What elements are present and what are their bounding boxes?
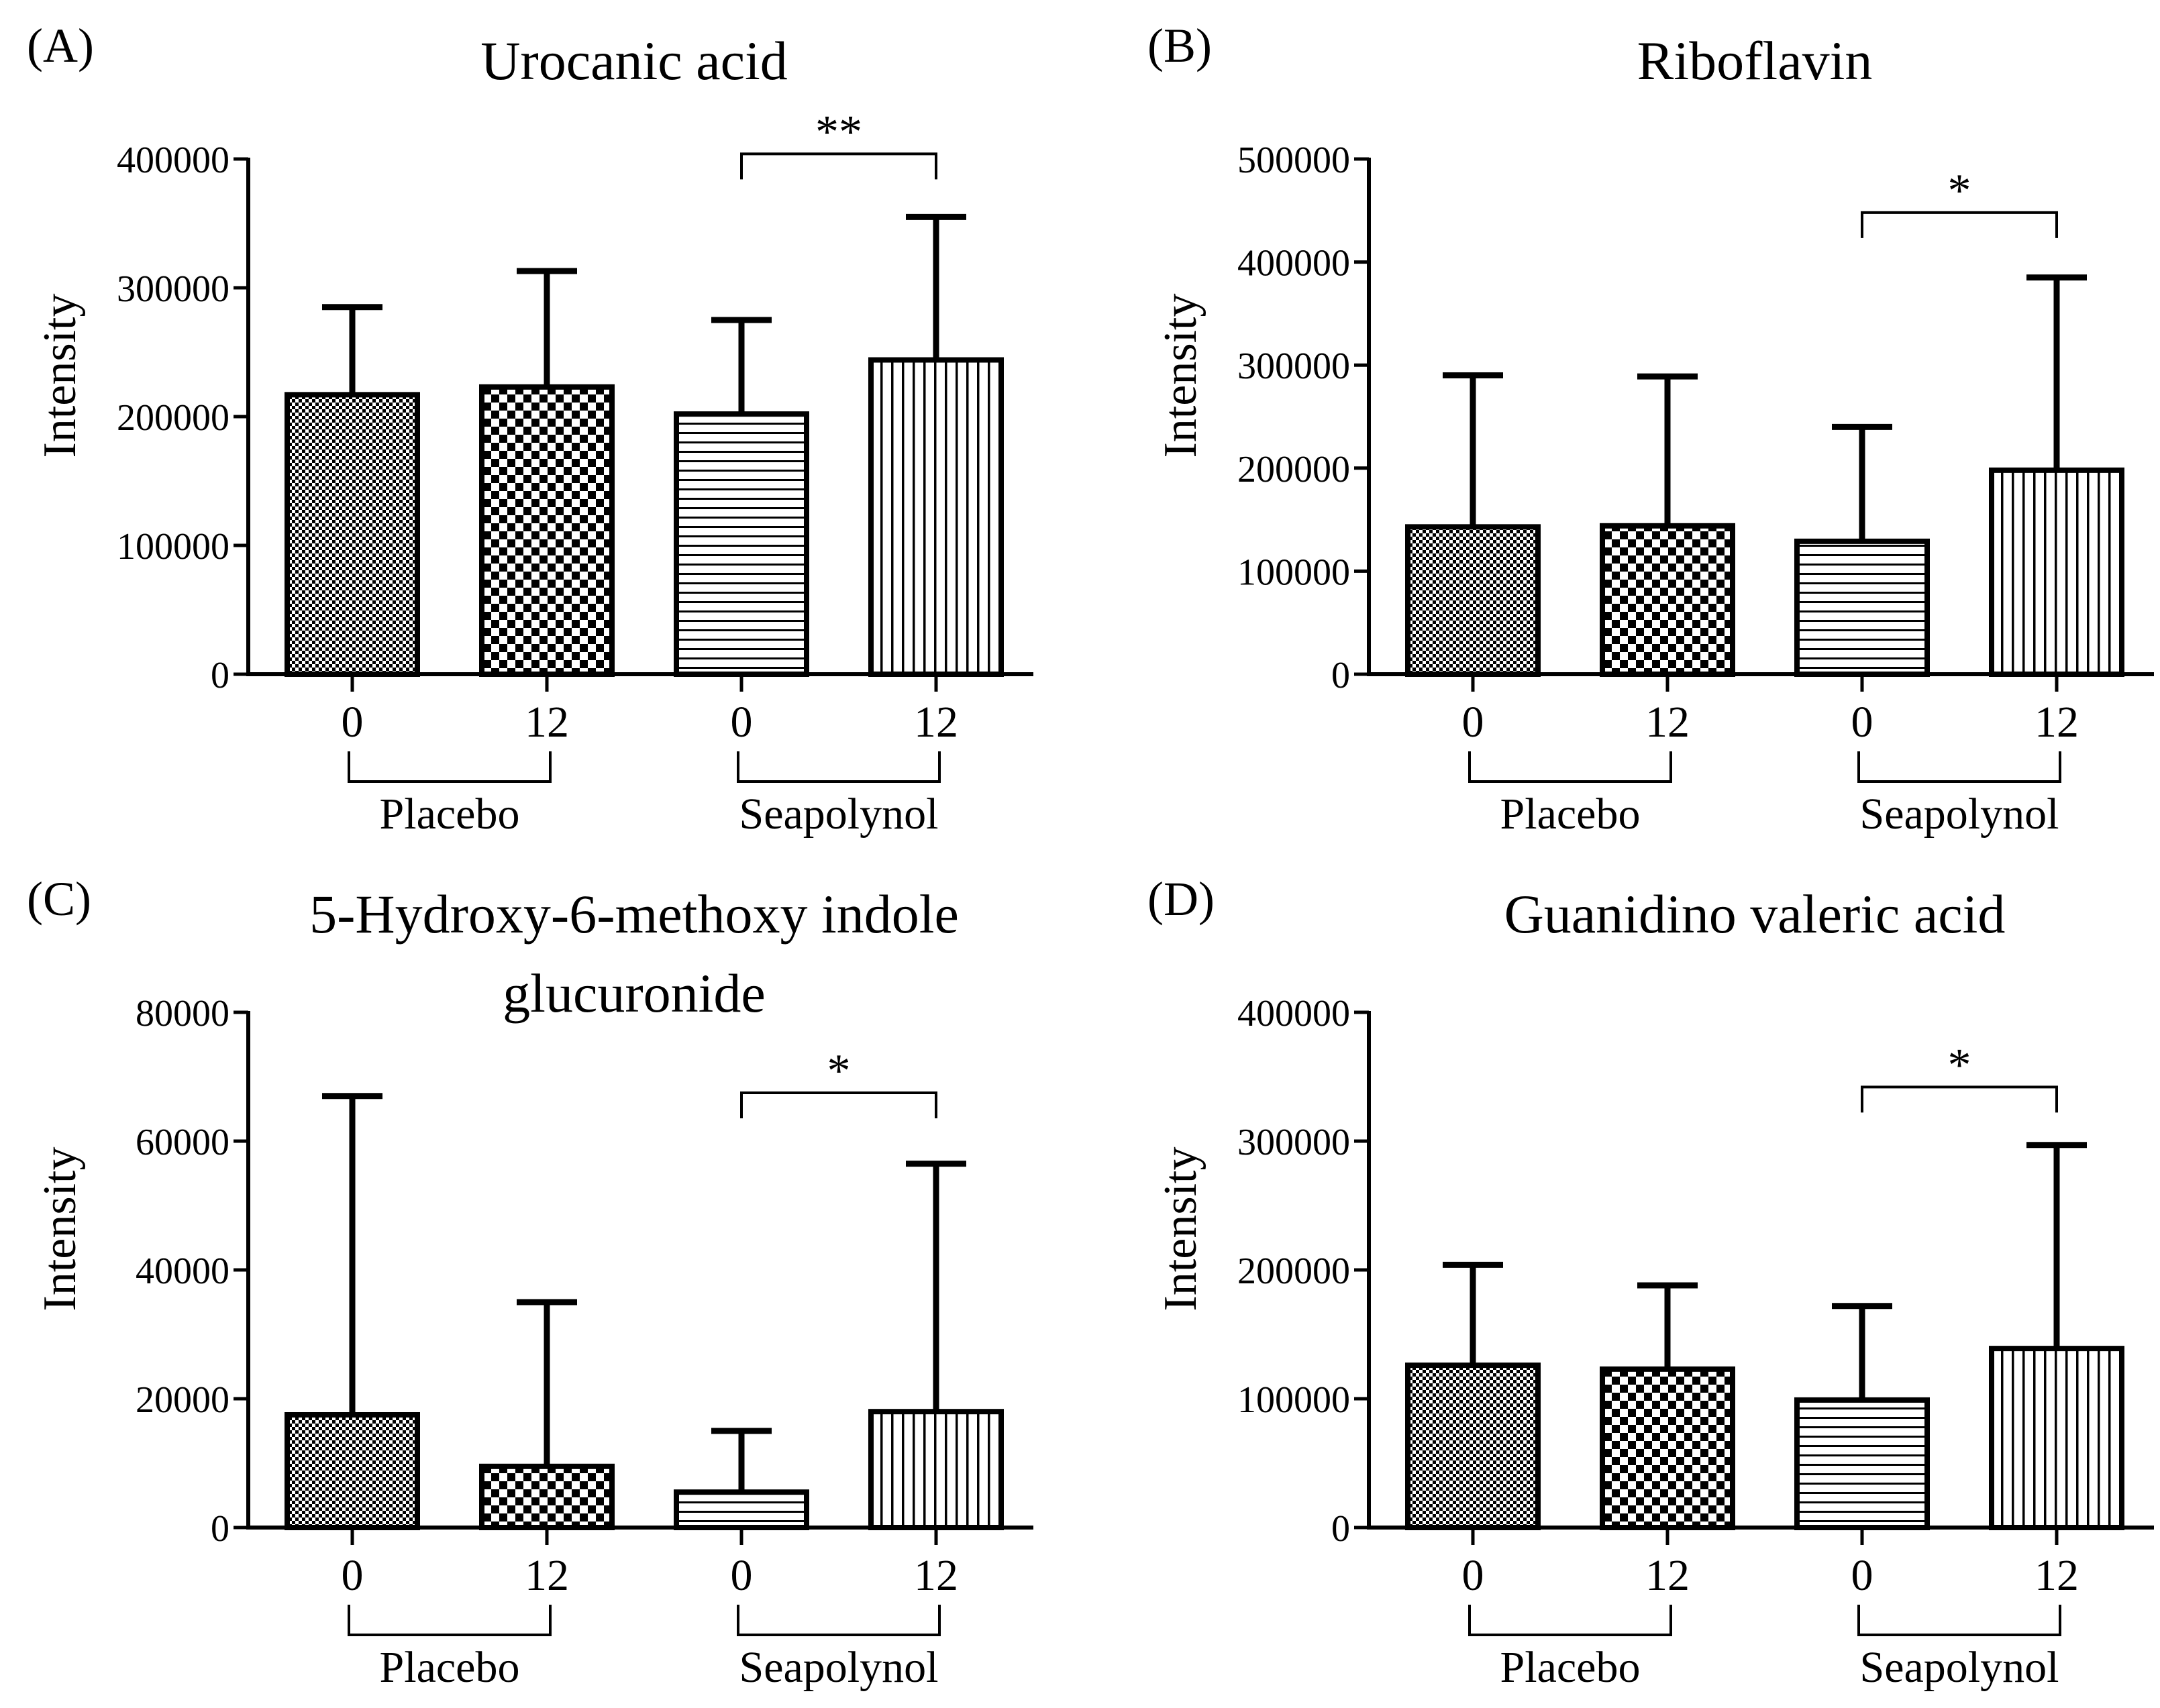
bar [479,384,615,678]
group-bracket [1857,751,2061,783]
y-axis-label: Intensity [1155,1147,1206,1312]
panel-label: (D) [1147,872,1215,926]
chart-title: 5-Hydroxy-6-methoxy indole [309,884,959,945]
x-tick-label: 0 [1851,698,1873,747]
bar [1989,467,2124,677]
y-tick-label: 0 [1331,1508,1350,1550]
significance-label: * [827,1045,851,1097]
group-bracket [737,751,941,783]
group-label: Seapolynol [1860,1643,2059,1692]
y-tick-label: 20000 [136,1379,229,1421]
bar [674,411,809,677]
x-tick-label: 12 [914,1551,958,1600]
group-bracket [348,751,552,783]
y-tick-label: 60000 [136,1122,229,1163]
chart-title: Riboflavin [1637,30,1873,91]
y-tick-label: 0 [1331,655,1350,696]
group-label: Placebo [1500,1643,1641,1692]
group-label: Placebo [380,1643,520,1692]
significance-label: ** [815,106,862,158]
significance-bracket [1861,1085,2058,1113]
bar [479,1463,615,1530]
y-tick-label: 200000 [1237,1250,1350,1292]
x-tick-label: 0 [1851,1551,1873,1600]
group-label: Seapolynol [739,1643,939,1692]
x-tick-label: 12 [914,698,958,747]
y-tick-label: 100000 [1237,1379,1350,1421]
y-axis-label: Intensity [34,1147,86,1312]
panel-label: (A) [27,19,94,72]
bar [674,1489,809,1531]
x-tick-label: 12 [2035,1551,2079,1600]
significance-bracket [740,1091,937,1118]
y-tick-label: 500000 [1237,140,1350,181]
x-tick-label: 12 [525,698,569,747]
bar [285,392,420,677]
bar [1600,1366,1735,1531]
chart-panel-c: (C) 5-Hydroxy-6-methoxy indole glucuronide… [27,872,1033,1692]
x-tick-label: 0 [342,698,364,747]
panel-label: (B) [1147,19,1212,72]
bar [1405,524,1541,677]
chart-panel-a: (A) Urocanic acid Intensity 0 100000 200000 30… [27,19,1033,839]
group-bracket [737,1605,941,1636]
x-tick-label: 12 [1645,698,1690,747]
y-axis-label: Intensity [34,294,86,458]
significance-label: * [1948,165,1971,217]
x-tick-label: 12 [1645,1551,1690,1600]
y-tick-label: 0 [211,655,229,696]
y-tick-label: 400000 [117,140,229,181]
bar [1794,1397,1930,1530]
bar [285,1412,420,1530]
group-label: Placebo [1500,790,1641,839]
y-tick-label: 300000 [117,268,229,310]
chart-title: glucuronide [503,963,766,1024]
x-tick-label: 12 [2035,698,2079,747]
significance-bracket [1861,211,2058,238]
bar [1405,1363,1541,1531]
y-tick-label: 80000 [136,993,229,1034]
x-tick-label: 0 [1462,1551,1484,1600]
x-tick-label: 0 [731,698,753,747]
x-tick-label: 12 [525,1551,569,1600]
y-tick-label: 200000 [117,397,229,439]
y-tick-label: 100000 [117,526,229,568]
y-tick-label: 0 [211,1508,229,1550]
group-bracket [348,1605,552,1636]
y-tick-label: 400000 [1237,243,1350,284]
y-tick-label: 300000 [1237,345,1350,387]
x-tick-label: 0 [1462,698,1484,747]
bar [1600,523,1735,677]
chart-panel-b: (B) Riboflavin Intensity 0 100000 200000 30000… [1147,19,2154,839]
chart-title: Guanidino valeric acid [1504,884,2006,945]
group-label: Seapolynol [739,790,939,839]
x-tick-label: 0 [342,1551,364,1600]
bar [1794,538,1930,678]
panel-label: (C) [27,872,91,926]
y-axis-label: Intensity [1155,294,1206,458]
y-tick-label: 300000 [1237,1122,1350,1163]
significance-bracket [740,152,937,180]
y-tick-label: 400000 [1237,993,1350,1034]
bar [1989,1346,2124,1530]
group-label: Placebo [380,790,520,839]
y-tick-label: 100000 [1237,551,1350,593]
group-label: Seapolynol [1860,790,2059,839]
bar [868,357,1004,678]
y-tick-label: 200000 [1237,449,1350,490]
y-tick-label: 40000 [136,1250,229,1292]
chart-title: Urocanic acid [480,30,788,91]
group-bracket [1857,1605,2061,1636]
x-tick-label: 0 [731,1551,753,1600]
bar [868,1409,1004,1531]
significance-label: * [1948,1039,1971,1091]
chart-panel-d: (D) Guanidino valeric acid Intensity 0 10000… [1147,872,2154,1692]
group-bracket [1468,751,1672,783]
group-bracket [1468,1605,1672,1636]
